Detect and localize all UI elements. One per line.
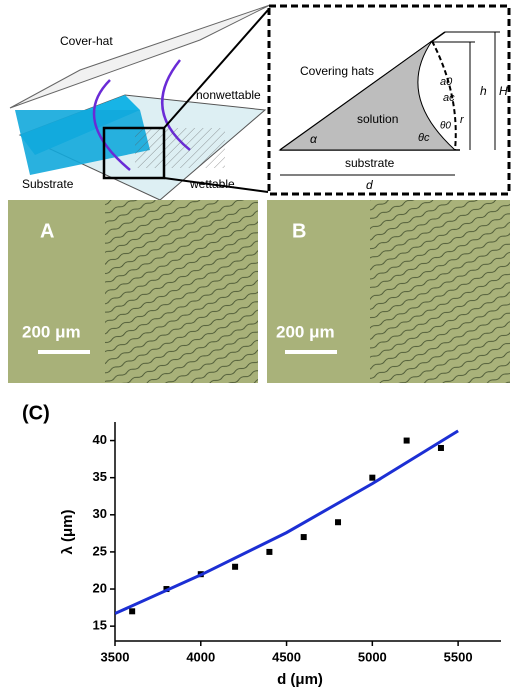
data-point	[301, 534, 307, 540]
label: θ0	[440, 121, 451, 132]
label: θc	[418, 132, 430, 144]
scale-bar	[38, 350, 90, 354]
chart: (C) d (μm) λ (μm) 3500 4000 4500 5000 5500 15…	[22, 402, 501, 688]
y-tick-label: 35	[93, 469, 107, 484]
label: d	[366, 178, 373, 192]
y-tick-label: 30	[93, 506, 107, 521]
x-tick-label: 5500	[444, 649, 473, 664]
x-tick-label: 3500	[101, 649, 130, 664]
data-point	[232, 564, 238, 570]
label: H	[499, 84, 508, 98]
y-tick-label: 20	[93, 580, 107, 595]
x-tick-label: 5000	[358, 649, 387, 664]
data-point	[438, 445, 444, 451]
inset: Covering hats solution substrate d h H α…	[269, 6, 509, 194]
data-point	[369, 475, 375, 481]
figure: Cover-hat nonwettable Substrate wettable…	[0, 0, 513, 693]
label: Covering hats	[300, 64, 374, 78]
y-axis-label: λ (μm)	[59, 509, 76, 554]
label: Substrate	[22, 177, 74, 191]
stripes	[370, 200, 510, 383]
schematic: Cover-hat nonwettable Substrate wettable	[10, 5, 270, 200]
y-tick-label: 15	[93, 618, 107, 633]
panel-label: A	[40, 220, 54, 242]
data-point	[266, 549, 272, 555]
label: ac	[443, 92, 455, 104]
data-point	[404, 438, 410, 444]
x-axis-label: d (μm)	[277, 671, 323, 688]
scale-bar	[285, 350, 337, 354]
label: Cover-hat	[60, 34, 113, 48]
scale-label: 200 μm	[276, 322, 335, 341]
micrograph: A 200 μm	[8, 200, 258, 383]
stripes	[105, 200, 258, 383]
y-tick-label: 25	[93, 543, 107, 558]
micrograph: B 200 μm	[267, 200, 510, 383]
x-tick-label: 4500	[272, 649, 301, 664]
chart-title: (C)	[22, 402, 50, 424]
label: solution	[357, 112, 398, 126]
label: wettable	[189, 177, 235, 191]
y-tick-label: 40	[93, 432, 107, 447]
label: α	[310, 132, 318, 146]
panel-label: B	[292, 220, 306, 242]
data-point	[129, 608, 135, 614]
data-point	[335, 519, 341, 525]
scale-label: 200 μm	[22, 322, 81, 341]
label: substrate	[345, 156, 395, 170]
label: h	[480, 84, 487, 98]
label: a0	[440, 76, 453, 88]
label: nonwettable	[196, 88, 261, 102]
pattern	[135, 128, 225, 168]
x-tick-label: 4000	[186, 649, 215, 664]
